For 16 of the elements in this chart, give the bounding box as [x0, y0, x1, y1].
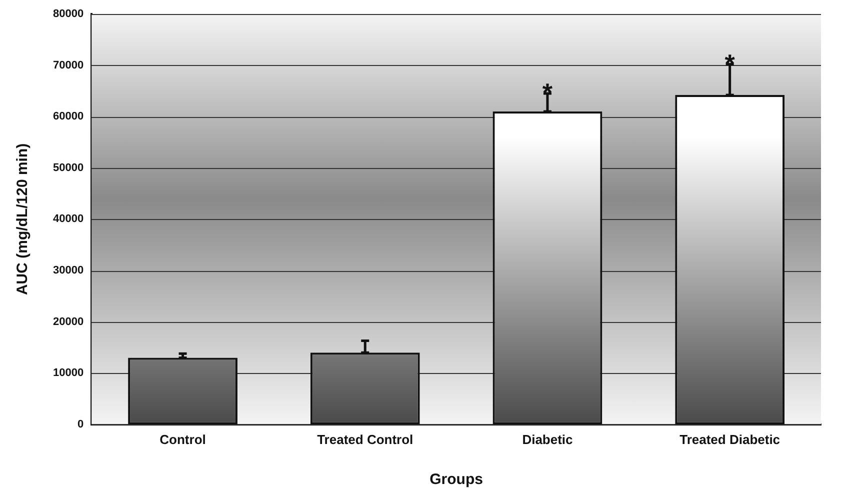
x-axis-title: Groups: [430, 471, 483, 488]
y-tick-label: 80000: [52, 8, 84, 20]
x-tick-label: Control: [160, 432, 206, 447]
y-axis-title: AUC (mg/dL/120 min): [14, 143, 32, 296]
annotation: *: [542, 78, 554, 108]
x-tick-label: Treated Control: [317, 432, 414, 447]
x-tick-label: Treated Diabetic: [680, 432, 780, 447]
x-tick-label: Diabetic: [522, 432, 573, 447]
y-tick-label: 50000: [52, 162, 84, 174]
y-tick-label: 70000: [52, 59, 84, 72]
y-tick-label: 10000: [52, 367, 84, 380]
y-tick-label: 0: [77, 418, 84, 430]
y-tick-label: 20000: [52, 316, 84, 328]
y-tick-label: 40000: [52, 213, 84, 226]
y-tick-label: 60000: [52, 110, 84, 123]
y-tick-label: 30000: [52, 264, 84, 277]
